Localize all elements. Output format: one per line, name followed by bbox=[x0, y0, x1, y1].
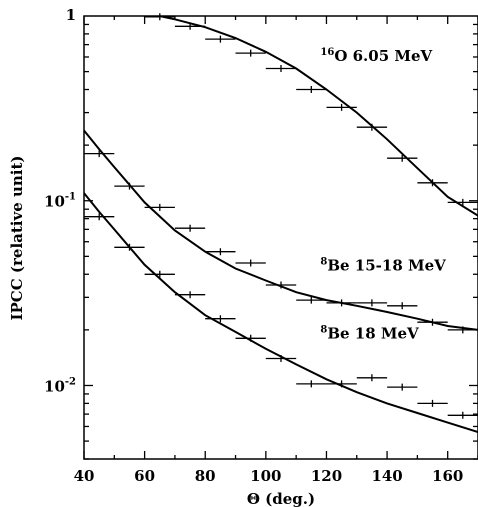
y-tick-exponent: -1 bbox=[65, 192, 76, 203]
series-2-point-4 bbox=[205, 315, 236, 323]
series-0-point-10 bbox=[447, 198, 478, 206]
series-1-point-0 bbox=[84, 150, 115, 158]
y-tick-label-1: 10-1 bbox=[44, 192, 76, 211]
y-tick-base: 1 bbox=[66, 6, 76, 24]
series-1-point-8 bbox=[326, 299, 357, 307]
x-tick-label-40: 40 bbox=[74, 467, 95, 485]
series-2-point-7 bbox=[296, 380, 327, 388]
series-2-point-6 bbox=[265, 355, 297, 362]
y-tick-label-0: 1 bbox=[66, 6, 76, 24]
series-0-annotation: 16O 6.05 MeV bbox=[320, 47, 432, 65]
series-2-point-8 bbox=[326, 380, 357, 388]
series-0-point-0 bbox=[144, 13, 175, 21]
series-0-point-4 bbox=[265, 65, 297, 72]
x-tick-label-160: 160 bbox=[432, 467, 463, 485]
series-2-point-9 bbox=[356, 374, 388, 382]
axis-ticks bbox=[83, 16, 478, 460]
series-2-curve bbox=[83, 192, 478, 433]
series-1-point-12 bbox=[447, 326, 478, 334]
annotation-text: Be 18 MeV bbox=[327, 324, 419, 342]
series-1-annotation: 8Be 15-18 MeV bbox=[320, 256, 446, 274]
series-0-point-3 bbox=[235, 49, 266, 57]
annotation-superscript: 8 bbox=[320, 256, 327, 267]
x-tick-label-120: 120 bbox=[311, 467, 342, 485]
series-2-point-11 bbox=[417, 399, 448, 407]
series-2-point-3 bbox=[174, 291, 206, 299]
series-2-point-12 bbox=[447, 411, 478, 419]
series-0-point-8 bbox=[387, 154, 418, 162]
series-1-point-7 bbox=[296, 296, 327, 304]
series-2-point-1 bbox=[114, 243, 145, 251]
series-2-point-0 bbox=[84, 213, 115, 221]
series-1-point-5 bbox=[235, 259, 266, 267]
y-axis-label: IPCC (relative unit) bbox=[8, 156, 26, 321]
series-0-point-7 bbox=[356, 123, 388, 131]
series-1-point-1 bbox=[114, 182, 145, 190]
series-2-annotation: 8Be 18 MeV bbox=[320, 324, 419, 342]
x-tick-label-100: 100 bbox=[250, 467, 281, 485]
series-0-point-2 bbox=[205, 35, 236, 43]
y-tick-base: 10 bbox=[44, 193, 65, 211]
series-1-point-6 bbox=[265, 281, 297, 289]
series-0-point-9 bbox=[417, 179, 448, 187]
data-points bbox=[84, 13, 478, 419]
series-2-point-10 bbox=[387, 383, 418, 391]
x-tick-label-80: 80 bbox=[195, 467, 216, 485]
x-axis-label: Θ (deg.) bbox=[247, 490, 315, 507]
series-0-point-1 bbox=[174, 22, 206, 30]
series-1-point-3 bbox=[174, 224, 206, 232]
series-0-point-6 bbox=[326, 103, 357, 111]
series-1-point-2 bbox=[144, 203, 175, 211]
annotation-superscript: 8 bbox=[320, 324, 327, 335]
x-tick-label-140: 140 bbox=[371, 467, 402, 485]
annotation-superscript: 16 bbox=[320, 47, 334, 58]
series-0-point-5 bbox=[296, 86, 327, 93]
series-1-curve bbox=[83, 129, 478, 331]
x-tick-label-60: 60 bbox=[134, 467, 155, 485]
series-1-point-4 bbox=[205, 248, 236, 256]
y-tick-label-2: 10-2 bbox=[44, 377, 76, 396]
y-tick-base: 10 bbox=[44, 378, 65, 396]
series-2-point-5 bbox=[235, 334, 266, 342]
annotation-text: Be 15-18 MeV bbox=[327, 256, 446, 274]
series-2-point-2 bbox=[144, 270, 175, 278]
series-1-point-9 bbox=[356, 299, 388, 307]
series-1-point-11 bbox=[417, 318, 448, 326]
plot-frame bbox=[83, 15, 478, 460]
annotation-text: O 6.05 MeV bbox=[334, 47, 432, 65]
series-1-point-10 bbox=[387, 302, 418, 310]
y-tick-exponent: -2 bbox=[65, 377, 76, 388]
